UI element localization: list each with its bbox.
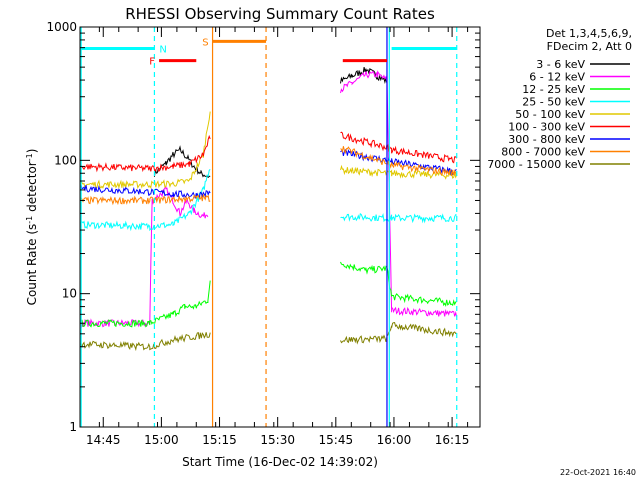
- legend-entry-label: 800 - 7000 keV: [501, 146, 585, 159]
- legend-entry-label: 100 - 300 keV: [508, 121, 585, 134]
- x-tick-label: 15:45: [319, 433, 354, 447]
- axes-group: 1 10 100 1000 14:45 15:00 15:15 15:30 15:45 16:00…: [46, 20, 480, 447]
- x-tick-label: 14:45: [86, 433, 121, 447]
- plot-frame: [79, 26, 481, 428]
- legend-header-line-1: Det 1,3,4,5,6,9,: [546, 27, 632, 40]
- x-tick-label: 15:15: [202, 433, 237, 447]
- y-tick-label: 1: [69, 420, 77, 434]
- y-axis-label-end: ): [25, 149, 39, 154]
- y-tick-label: 1000: [46, 20, 77, 34]
- legend-entry-label: 50 - 100 keV: [515, 108, 585, 121]
- legend-entry-label: 25 - 50 keV: [522, 96, 585, 109]
- legend-entry-label: 300 - 800 keV: [508, 133, 585, 146]
- legend-entry-label: 7000 - 15000 keV: [487, 158, 585, 171]
- series-line: [153, 67, 388, 178]
- legend: Det 1,3,4,5,6,9, FDecim 2, Att 0 3 - 6 k…: [487, 27, 632, 171]
- flag-bar-label: F: [149, 57, 155, 68]
- series-line: [79, 70, 458, 328]
- y-axis-label-sup2: -1: [25, 153, 34, 161]
- legend-entry-label: 3 - 6 keV: [536, 58, 585, 71]
- y-axis-label: Count Rate (s-1 detector-1): [25, 149, 40, 306]
- x-axis-label: Start Time (16-Dec-02 14:39:02): [182, 455, 378, 469]
- series-line: [79, 322, 457, 352]
- flag-bar-label: S: [202, 37, 208, 48]
- series-line: [79, 148, 457, 200]
- legend-entry-label: 12 - 25 keV: [522, 83, 585, 96]
- x-tick-label: 16:15: [435, 433, 470, 447]
- x-tick-label: 15:30: [260, 433, 295, 447]
- data-series-group: [79, 67, 458, 352]
- series-line: [79, 111, 458, 190]
- legend-entry-label: 6 - 12 keV: [529, 71, 585, 84]
- series-line: [79, 261, 458, 328]
- y-tick-label: 100: [54, 153, 77, 167]
- y-axis-label-mid: detector: [25, 161, 39, 216]
- series-line: [79, 169, 457, 232]
- flag-bar-label: N: [159, 44, 166, 55]
- y-axis-label-sup1: -1: [25, 216, 34, 224]
- footer-timestamp: 22-Oct-2021 16:40: [560, 468, 636, 477]
- flag-bars-group: NF S: [80, 27, 458, 427]
- y-axis-label-main: Count Rate (s: [25, 224, 39, 306]
- chart-title: RHESSI Observing Summary Count Rates: [125, 5, 435, 23]
- y-tick-label: 10: [62, 287, 77, 301]
- series-line: [79, 131, 458, 173]
- x-tick-label: 15:00: [144, 433, 179, 447]
- legend-header-line-2: FDecim 2, Att 0: [547, 40, 632, 53]
- x-tick-label: 16:00: [377, 433, 412, 447]
- series-line: [79, 146, 458, 206]
